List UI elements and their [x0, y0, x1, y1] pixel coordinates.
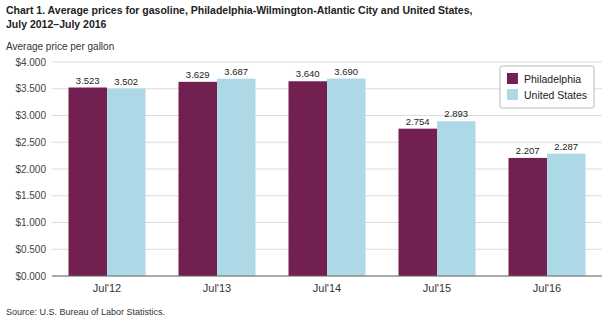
grid	[52, 62, 602, 276]
bar	[509, 158, 548, 276]
tick-label: $3.500	[15, 83, 46, 94]
title: Chart 1. Average prices for gasoline, Ph…	[6, 4, 473, 16]
legend: Philadelphia United States	[500, 66, 594, 108]
tick-label: Jul'13	[203, 282, 231, 294]
tick-label: $1.000	[15, 217, 46, 228]
grid-line	[52, 276, 602, 277]
bar	[69, 88, 108, 276]
tick-label: $4.000	[15, 57, 46, 68]
tick-label: $0.000	[15, 271, 46, 282]
data-label: 2.287	[554, 141, 578, 152]
data-label: 3.640	[296, 68, 320, 79]
bar	[547, 154, 586, 276]
axis-label: Average price per gallon	[6, 41, 114, 52]
data-label: 3.687	[224, 66, 248, 77]
data-label: 2.893	[444, 108, 468, 119]
legend-label: United States	[524, 89, 587, 101]
tick-label: Jul'15	[423, 282, 451, 294]
grid-line	[52, 62, 602, 63]
data-label: 3.629	[186, 69, 210, 80]
legend-swatch	[507, 89, 518, 100]
data-label: 3.502	[114, 76, 138, 87]
tick-label: $2.000	[15, 164, 46, 175]
bar	[289, 81, 328, 276]
tick-label: $0.500	[15, 244, 46, 255]
bar	[179, 82, 218, 276]
legend-swatch	[507, 73, 518, 84]
data-label: 2.207	[516, 145, 540, 156]
tick-label: Jul'16	[533, 282, 561, 294]
data-label: 3.690	[334, 66, 358, 77]
bar	[399, 129, 438, 276]
tick-label: $3.000	[15, 110, 46, 121]
data-label: 2.754	[406, 116, 430, 127]
tick-label: Jul'14	[313, 282, 341, 294]
data-label: 3.523	[76, 75, 100, 86]
legend-label: Philadelphia	[524, 73, 581, 85]
subtitle: July 2012–July 2016	[6, 18, 107, 30]
tick-label: $1.500	[15, 190, 46, 201]
legend-box	[500, 66, 594, 108]
source: Source: U.S. Bureau of Labor Statistics.	[6, 307, 165, 317]
bar	[327, 79, 366, 276]
bar	[437, 121, 476, 276]
axis-line	[52, 276, 602, 277]
bar	[217, 79, 256, 276]
tick-label: $2.500	[15, 137, 46, 148]
tick-label: Jul'12	[93, 282, 121, 294]
bar	[107, 89, 146, 276]
chart: Chart 1. Average prices for gasoline, Ph…	[0, 0, 612, 321]
